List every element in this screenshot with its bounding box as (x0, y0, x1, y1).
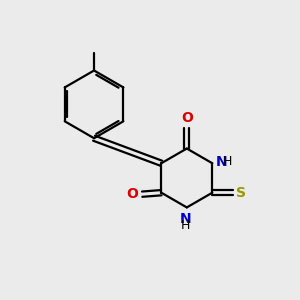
Text: O: O (181, 111, 193, 125)
Text: N: N (179, 212, 191, 226)
Text: N: N (216, 155, 227, 169)
Text: S: S (236, 186, 246, 200)
Text: H: H (181, 219, 190, 232)
Text: H: H (222, 155, 232, 168)
Text: O: O (126, 187, 138, 201)
